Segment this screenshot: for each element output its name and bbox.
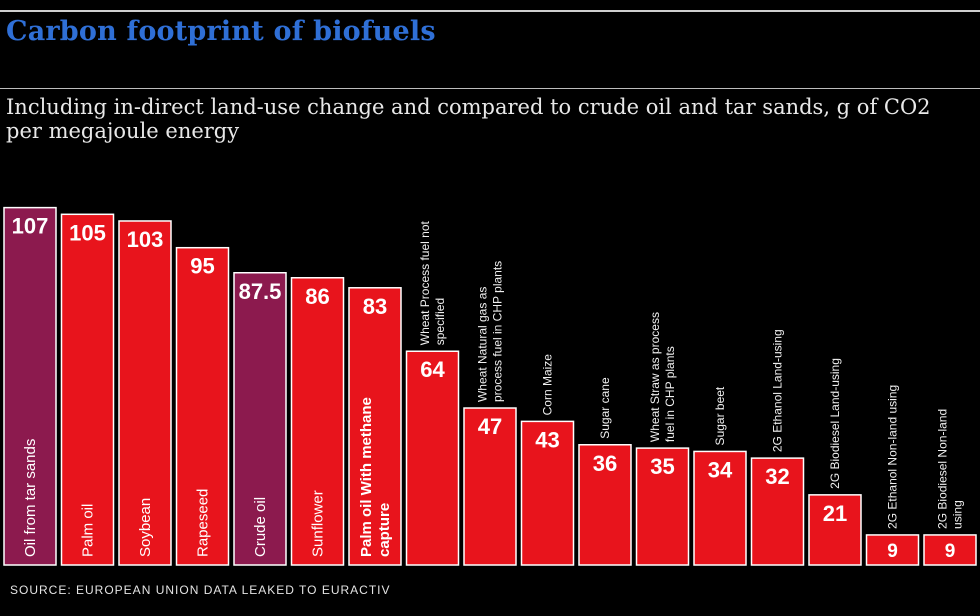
bar bbox=[405, 350, 460, 566]
title-divider bbox=[0, 88, 980, 89]
category-label: Wheat Process fuel not bbox=[418, 221, 432, 346]
category-label: capture bbox=[376, 503, 393, 557]
bar bbox=[3, 206, 57, 566]
bar bbox=[463, 407, 517, 566]
bar bbox=[865, 534, 920, 566]
bar bbox=[520, 420, 575, 566]
bar-value-label: 107 bbox=[12, 214, 49, 239]
bar-value-label: 83 bbox=[363, 294, 387, 319]
bar bbox=[348, 287, 402, 566]
category-label: using bbox=[951, 500, 965, 529]
category-label: Sugar cane bbox=[598, 377, 612, 439]
category-label: process fuel in CHP plants bbox=[491, 261, 505, 402]
bar bbox=[750, 457, 805, 566]
bar bbox=[635, 447, 690, 566]
chart-title: Carbon footprint of biofuels bbox=[6, 16, 436, 47]
bar bbox=[693, 450, 747, 566]
category-label: 2G Ethanol Land-using bbox=[771, 329, 785, 452]
category-label: Sunflower bbox=[310, 490, 327, 557]
bar-value-label: 36 bbox=[593, 451, 617, 476]
category-label: Crude oil bbox=[252, 497, 269, 557]
bar-value-label: 87.5 bbox=[239, 279, 282, 304]
bar-value-label: 32 bbox=[765, 464, 789, 489]
category-label: Wheat Natural gas as bbox=[476, 287, 490, 402]
bar bbox=[60, 213, 115, 566]
category-label: Corn Maize bbox=[541, 354, 555, 416]
bar-value-label: 86 bbox=[305, 284, 329, 309]
bar bbox=[808, 494, 862, 566]
bar-value-label: 9 bbox=[887, 541, 898, 562]
category-label: 2G Biodiesel Non-land bbox=[936, 409, 950, 529]
chart-subtitle: Including in-direct land-use change and … bbox=[6, 95, 931, 143]
category-label: Wheat Straw as process bbox=[648, 312, 662, 442]
category-label: fuel in CHP plants bbox=[663, 346, 677, 442]
category-label: Palm oil bbox=[80, 504, 97, 557]
category-label: Rapeseed bbox=[195, 489, 212, 557]
bar bbox=[290, 277, 345, 566]
top-rule bbox=[0, 10, 980, 12]
category-label: Palm oil With methane bbox=[358, 397, 375, 557]
category-label: Sugar beet bbox=[713, 386, 727, 445]
bar bbox=[233, 272, 287, 566]
bar bbox=[578, 444, 632, 566]
category-label: 2G Biodiesel Land-using bbox=[828, 358, 842, 489]
bar bbox=[175, 246, 230, 566]
bar-value-label: 47 bbox=[478, 414, 502, 439]
category-label: specified bbox=[433, 298, 447, 345]
bar bbox=[923, 534, 977, 566]
category-label: Soybean bbox=[137, 498, 154, 557]
bar-value-label: 103 bbox=[127, 227, 164, 252]
source-note: Source: European Union data leaked to Eu… bbox=[10, 583, 391, 597]
bar-value-label: 43 bbox=[535, 427, 559, 452]
bar bbox=[118, 220, 172, 566]
bar-value-label: 105 bbox=[69, 220, 106, 245]
bar-value-label: 35 bbox=[650, 454, 674, 479]
bar-value-label: 34 bbox=[708, 457, 733, 482]
category-label: 2G Ethanol Non-land using bbox=[886, 385, 900, 529]
bar-value-label: 9 bbox=[945, 541, 956, 562]
category-label: Oil from tar sands bbox=[22, 439, 39, 557]
bar-value-label: 95 bbox=[190, 254, 214, 279]
bar-value-label: 21 bbox=[823, 501, 847, 526]
bar-value-label: 64 bbox=[420, 357, 445, 382]
